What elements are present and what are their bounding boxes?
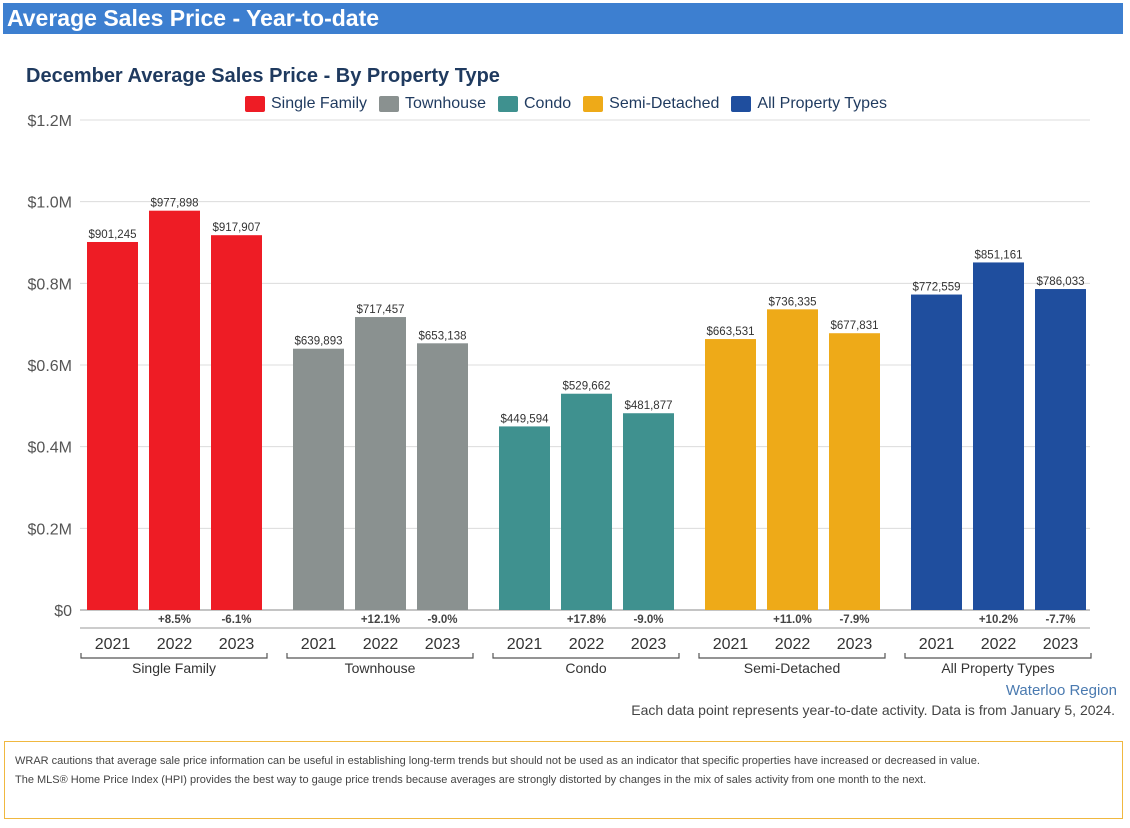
change-label: -9.0%: [427, 614, 457, 626]
change-label: -7.9%: [839, 614, 869, 626]
bar-value-label: $717,457: [357, 304, 405, 316]
y-tick-label: $0.8M: [28, 276, 72, 293]
legend-label-townhouse: Townhouse: [405, 95, 486, 112]
legend-swatch-semi-detached: [583, 96, 604, 112]
bar: [149, 210, 200, 610]
bar-value-label: $529,662: [563, 381, 611, 393]
group-label: Condo: [565, 660, 606, 676]
y-tick-label: $1.0M: [28, 195, 72, 212]
x-tick-label-year: 2022: [775, 636, 811, 653]
x-tick-label-year: 2022: [569, 636, 605, 653]
bar: [355, 317, 406, 610]
x-tick-label-year: 2023: [425, 636, 461, 653]
bar: [561, 393, 612, 610]
page-banner-title: Average Sales Price - Year-to-date: [3, 3, 1123, 34]
y-tick-label: $1.2M: [28, 113, 72, 130]
bar: [623, 413, 674, 610]
change-label: +17.8%: [567, 614, 606, 626]
bar: [211, 235, 262, 610]
change-label: -9.0%: [633, 614, 663, 626]
x-tick-label-year: 2023: [219, 636, 255, 653]
x-tick-label-year: 2022: [981, 636, 1017, 653]
group-label: Single Family: [132, 660, 216, 676]
bar: [829, 333, 880, 610]
legend-item-condo[interactable]: Condo: [497, 95, 572, 113]
change-label: -7.7%: [1045, 614, 1075, 626]
legend-label-single-family: Single Family: [271, 95, 368, 112]
bar-chart: $0 $0.2M $0.4M $0.6M $0.8M $1.0M $1.2M $901,245…: [28, 113, 1092, 676]
disclaimer-line-2: The MLS® Home Price Index (HPI) provides…: [15, 774, 927, 786]
legend-item-single-family[interactable]: Single Family: [245, 95, 367, 113]
group-label: Semi-Detached: [744, 660, 841, 676]
bar-value-label: $653,138: [419, 330, 467, 342]
x-tick-label-year: 2022: [157, 636, 193, 653]
bar-value-label: $449,594: [501, 413, 550, 425]
group-bracket: [286, 653, 474, 659]
x-tick-label-year: 2023: [837, 636, 873, 653]
x-tick-label-year: 2023: [1043, 636, 1079, 653]
disclaimer-line-1: WRAR cautions that average sale price in…: [15, 755, 980, 767]
y-tick-label: $0: [54, 603, 72, 620]
y-tick-label: $0.2M: [28, 521, 72, 538]
change-label: +12.1%: [361, 614, 400, 626]
bar-value-label: $901,245: [89, 229, 137, 241]
x-tick-label-year: 2021: [919, 636, 955, 653]
bar: [293, 348, 344, 610]
bar-value-label: $639,893: [295, 336, 343, 348]
group-bracket: [698, 653, 886, 659]
source-note: Each data point represents year-to-date …: [631, 702, 1115, 718]
x-tick-label-year: 2021: [301, 636, 337, 653]
change-label: +10.2%: [979, 614, 1018, 626]
group-bracket: [492, 653, 680, 659]
bar: [767, 309, 818, 610]
bar: [417, 343, 468, 610]
bar: [1035, 289, 1086, 610]
bar: [911, 294, 962, 610]
bar-value-label: $917,907: [213, 222, 261, 234]
bar-value-label: $663,531: [707, 326, 755, 338]
legend-label-semi-detached: Semi-Detached: [609, 95, 720, 112]
bar: [973, 262, 1024, 610]
bar-value-label: $736,335: [769, 296, 817, 308]
legend-label-condo: Condo: [523, 95, 572, 112]
bar: [499, 426, 550, 610]
x-tick-label-year: 2022: [363, 636, 399, 653]
change-label: -6.1%: [221, 614, 251, 626]
change-label: +11.0%: [773, 614, 812, 626]
bar-value-label: $977,898: [151, 198, 199, 210]
bar: [705, 339, 756, 610]
bar: [87, 241, 138, 610]
x-tick-label-year: 2021: [713, 636, 749, 653]
legend-label-all-property-types: All Property Types: [757, 95, 887, 112]
legend-item-semi-detached[interactable]: Semi-Detached: [583, 95, 719, 113]
group-label: All Property Types: [941, 660, 1054, 676]
x-tick-label-year: 2023: [631, 636, 667, 653]
bar-value-label: $786,033: [1037, 276, 1085, 288]
bar-value-label: $481,877: [625, 400, 673, 412]
chart-legend: Single Family Townhouse Condo Semi-Detac…: [245, 93, 887, 115]
chart-title: December Average Sales Price - By Proper…: [26, 65, 500, 87]
x-tick-label-year: 2021: [95, 636, 131, 653]
bar-value-label: $851,161: [975, 249, 1023, 261]
x-tick-label-year: 2021: [507, 636, 543, 653]
bar-value-label: $772,559: [913, 282, 961, 294]
legend-swatch-single-family: [245, 96, 265, 112]
legend-item-townhouse[interactable]: Townhouse: [379, 95, 486, 113]
group-label: Townhouse: [345, 660, 416, 676]
group-bracket: [904, 653, 1092, 659]
disclaimer-box: WRAR cautions that average sale price in…: [4, 741, 1123, 819]
y-tick-label: $0.6M: [28, 358, 72, 375]
region-label: Waterloo Region: [1005, 682, 1117, 699]
bar-value-label: $677,831: [831, 320, 879, 332]
legend-swatch-townhouse: [379, 96, 400, 112]
change-label: +8.5%: [158, 614, 191, 626]
legend-swatch-condo: [497, 96, 518, 112]
group-bracket: [80, 653, 268, 659]
legend-item-all-property-types[interactable]: All Property Types: [731, 95, 887, 113]
y-tick-label: $0.4M: [28, 440, 72, 457]
legend-swatch-all-property-types: [731, 96, 752, 112]
